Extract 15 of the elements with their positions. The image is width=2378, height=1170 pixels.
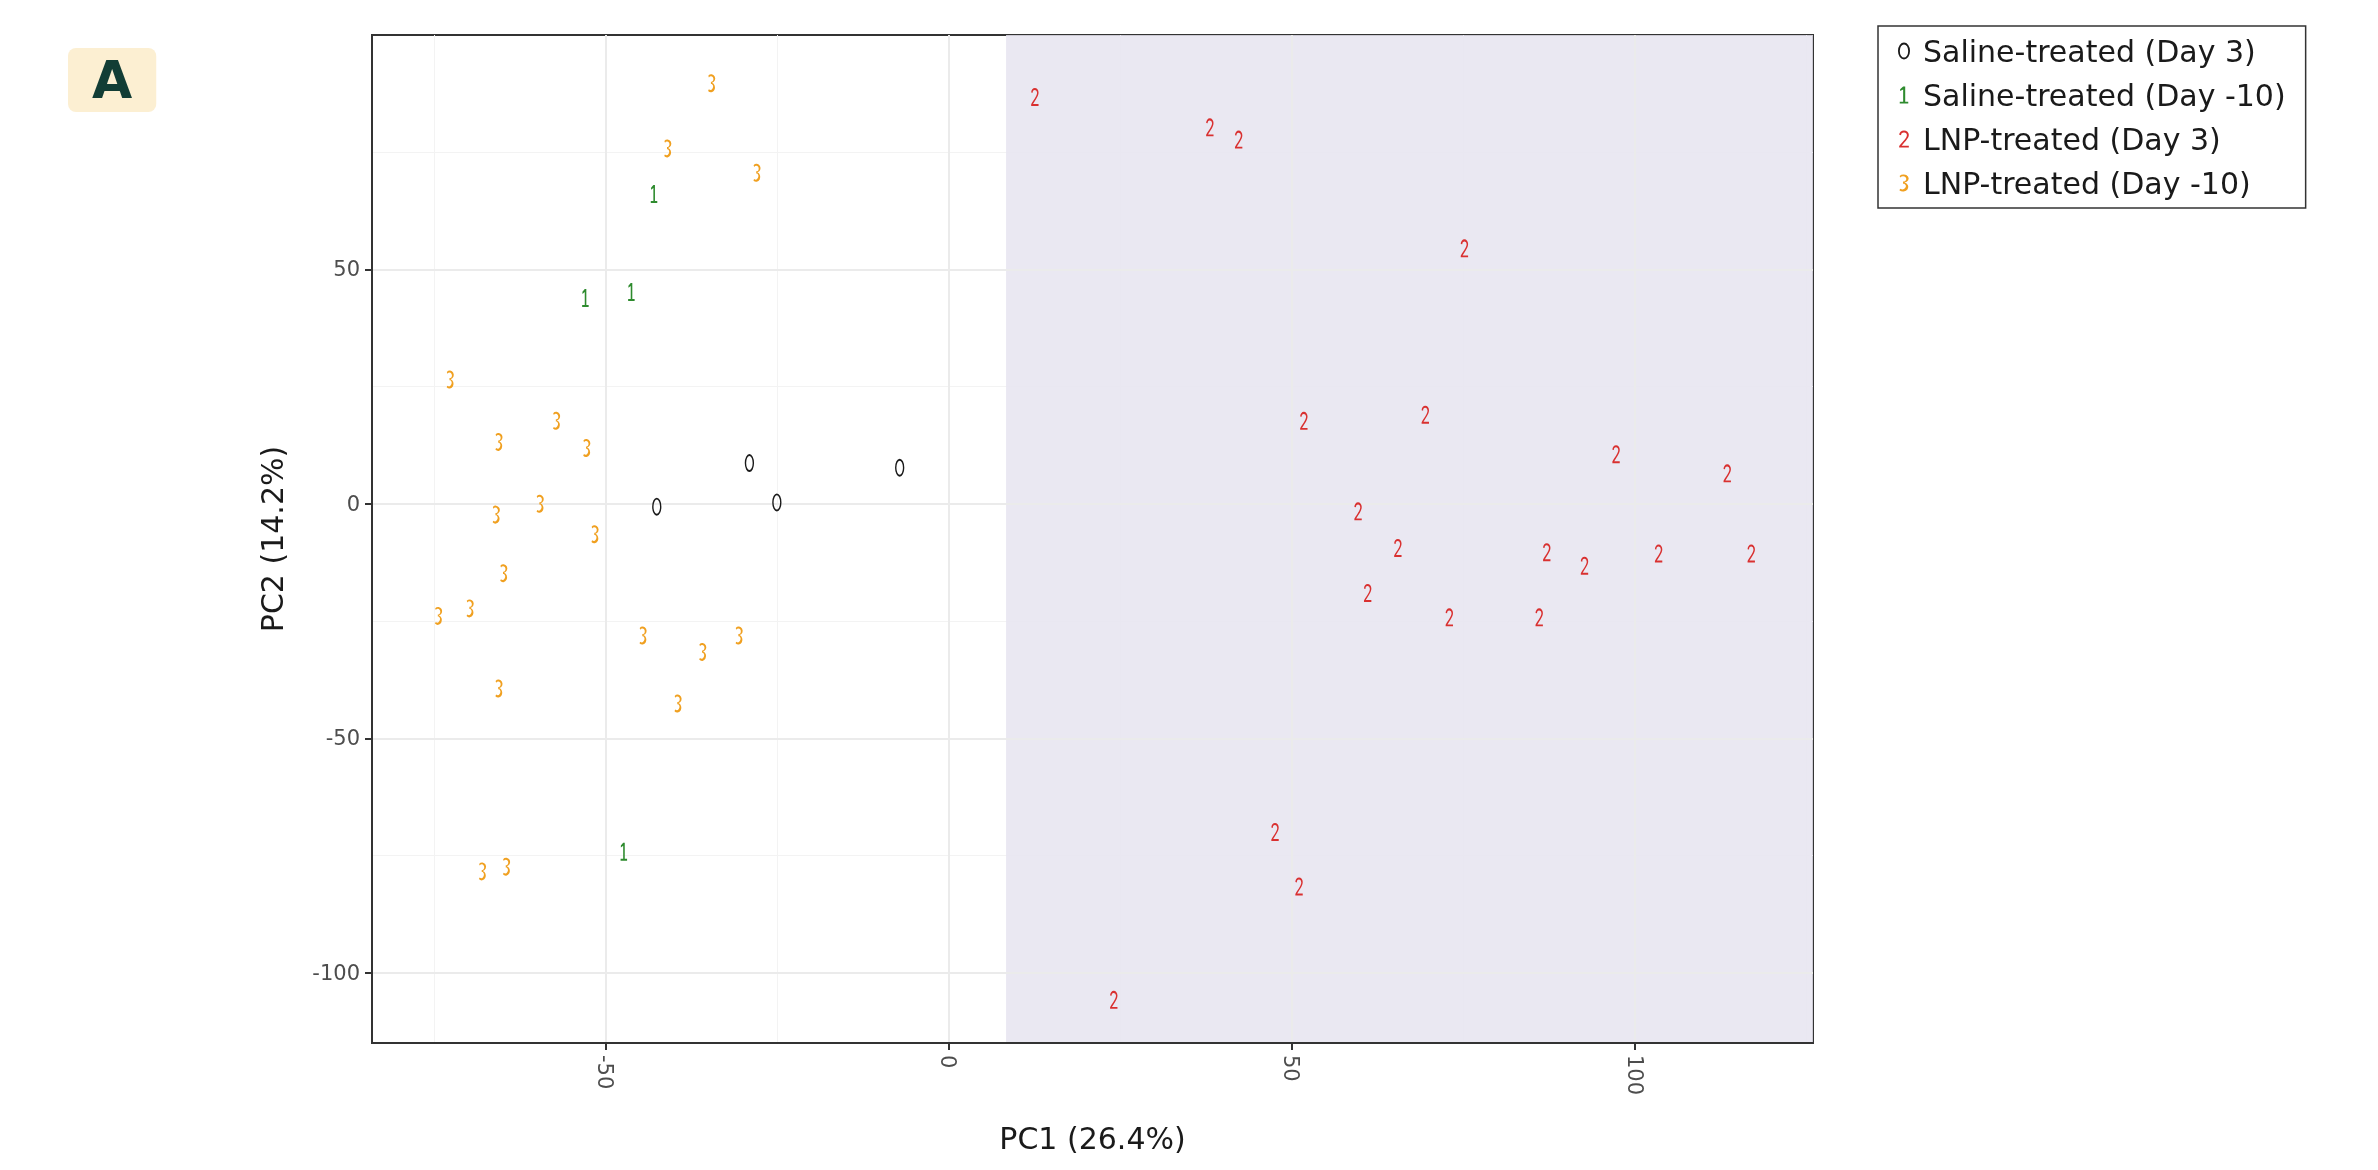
y-tick-label: 0 bbox=[346, 491, 360, 516]
text: A bbox=[92, 50, 133, 110]
legend-label: LNP-treated (Day -10) bbox=[1923, 165, 2251, 201]
y-tick-label: -100 bbox=[312, 960, 360, 985]
legend-label: LNP-treated (Day 3) bbox=[1923, 121, 2221, 157]
legend-label: Saline-treated (Day 3) bbox=[1923, 33, 2256, 69]
x-tick-label: 100 bbox=[1622, 1055, 1647, 1096]
y-tick-label: -50 bbox=[325, 726, 360, 751]
y-axis-title: PC2 (14.2%) bbox=[254, 445, 290, 633]
y-tick-label: 50 bbox=[333, 257, 360, 282]
x-tick-label: -50 bbox=[593, 1055, 618, 1090]
x-axis-title: PC1 (26.4%) bbox=[999, 1120, 1186, 1156]
legend-label: Saline-treated (Day -10) bbox=[1923, 77, 2286, 113]
x-tick-label: 50 bbox=[1279, 1055, 1304, 1082]
x-tick-label: 0 bbox=[936, 1055, 961, 1069]
